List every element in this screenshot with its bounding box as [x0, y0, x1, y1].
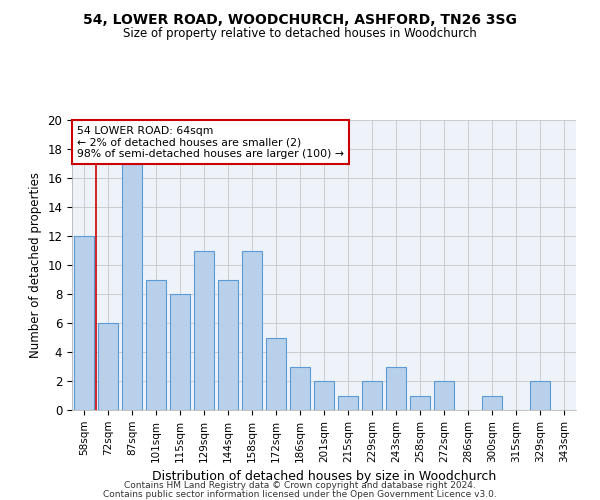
Text: 54, LOWER ROAD, WOODCHURCH, ASHFORD, TN26 3SG: 54, LOWER ROAD, WOODCHURCH, ASHFORD, TN2…	[83, 12, 517, 26]
Bar	[146, 280, 166, 410]
Bar	[386, 366, 406, 410]
Bar	[434, 381, 454, 410]
Bar	[218, 280, 238, 410]
Bar	[410, 396, 430, 410]
Text: 54 LOWER ROAD: 64sqm
← 2% of detached houses are smaller (2)
98% of semi-detache: 54 LOWER ROAD: 64sqm ← 2% of detached ho…	[77, 126, 344, 159]
Bar	[170, 294, 190, 410]
Y-axis label: Number of detached properties: Number of detached properties	[29, 172, 42, 358]
Text: Contains HM Land Registry data © Crown copyright and database right 2024.: Contains HM Land Registry data © Crown c…	[124, 481, 476, 490]
Bar	[98, 323, 118, 410]
Bar	[314, 381, 334, 410]
Text: Contains public sector information licensed under the Open Government Licence v3: Contains public sector information licen…	[103, 490, 497, 499]
Bar	[482, 396, 502, 410]
Bar	[338, 396, 358, 410]
Bar	[530, 381, 550, 410]
X-axis label: Distribution of detached houses by size in Woodchurch: Distribution of detached houses by size …	[152, 470, 496, 483]
Text: Size of property relative to detached houses in Woodchurch: Size of property relative to detached ho…	[123, 28, 477, 40]
Bar	[74, 236, 94, 410]
Bar	[290, 366, 310, 410]
Bar	[194, 250, 214, 410]
Bar	[362, 381, 382, 410]
Bar	[266, 338, 286, 410]
Bar	[242, 250, 262, 410]
Bar	[122, 164, 142, 410]
